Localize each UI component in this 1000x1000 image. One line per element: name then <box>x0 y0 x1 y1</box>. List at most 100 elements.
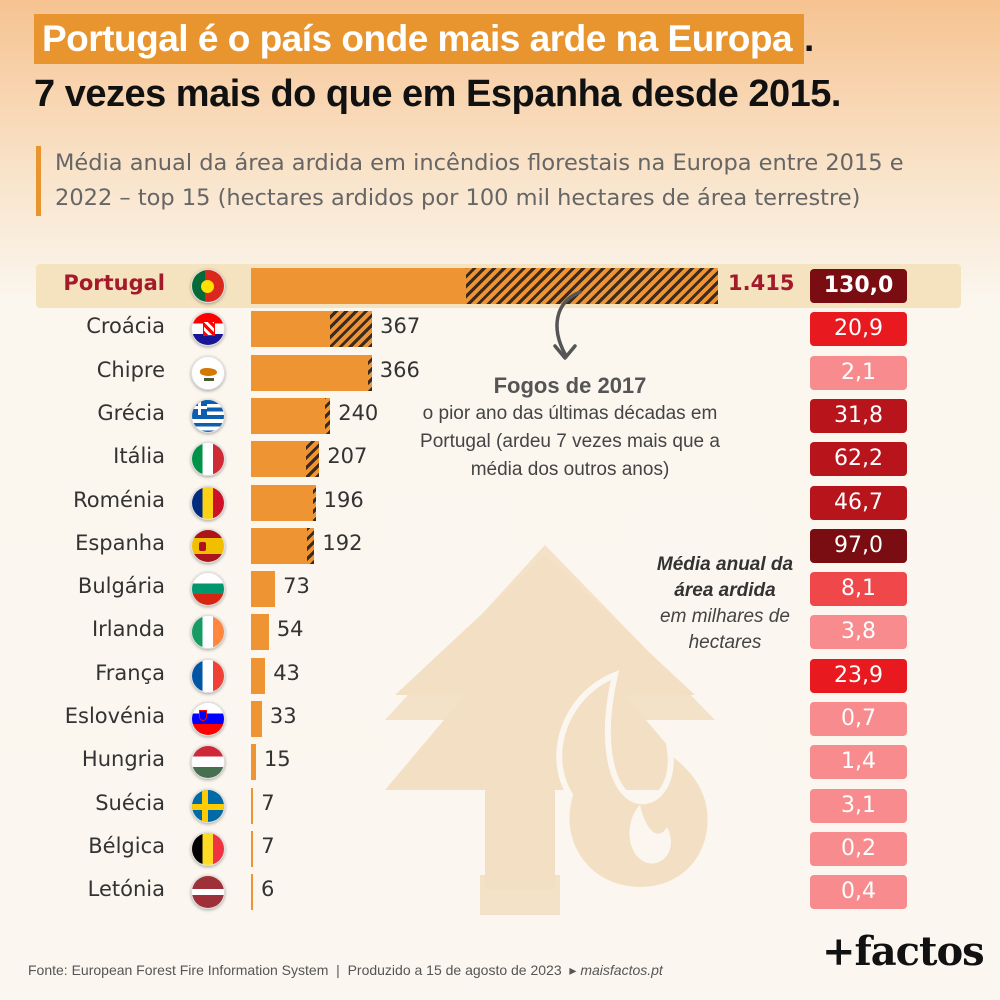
country-label: Croácia <box>86 314 165 339</box>
brand-logo: +factos <box>822 928 985 975</box>
bar <box>251 657 266 694</box>
bar-2017-segment <box>305 441 320 478</box>
flag-bulgaria-icon <box>191 572 225 607</box>
bar <box>251 311 373 348</box>
area-badge: 62,2 <box>810 442 907 477</box>
country-label: Eslovénia <box>64 704 165 728</box>
area-badge: 31,8 <box>810 398 907 433</box>
footer: Fonte: European Forest Fire Information … <box>28 962 663 978</box>
bar <box>251 397 331 434</box>
bar <box>251 441 320 478</box>
bar-2017-segment <box>465 268 718 304</box>
area-badge: 23,9 <box>810 658 907 693</box>
tree-fire-icon <box>385 545 715 915</box>
title-block: Portugal é o país onde mais arde na Euro… <box>34 14 974 120</box>
flag-sweden-icon <box>191 788 225 823</box>
chart-row-14: Letónia 6 0,4 <box>0 871 1000 914</box>
bar-value-label: 192 <box>322 530 363 555</box>
country-label: Bulgária <box>77 574 165 599</box>
bar-value-label: 366 <box>379 357 420 382</box>
flag-latvia-icon <box>191 875 225 910</box>
chart-row-6: Espanha 192 97,0 <box>0 525 1000 568</box>
flag-cyprus-icon <box>191 355 225 390</box>
bar-value-label: 33 <box>269 704 297 728</box>
chart-row-8: Irlanda 54 3,8 <box>0 611 1000 654</box>
subtitle: Média anual da área ardida em incêndios … <box>36 146 956 216</box>
area-badge: 8,1 <box>810 572 907 607</box>
footer-site: maisfactos.pt <box>580 962 663 978</box>
title-line-1: Portugal é o país onde mais arde na Euro… <box>34 14 805 64</box>
area-badge: 20,9 <box>810 312 907 347</box>
area-badge: 130,0 <box>810 269 907 303</box>
bar-value-label: 54 <box>276 617 304 642</box>
chart-row-10: Eslovénia 33 0,7 <box>0 698 1000 741</box>
country-label: Grécia <box>97 400 165 425</box>
bar-value-label: 1.415 <box>728 271 795 295</box>
chart-row-5: Roménia 196 46,7 <box>0 482 1000 525</box>
flag-belgium-icon <box>191 831 225 866</box>
flag-croatia-icon <box>191 312 225 347</box>
bar-value-label: 196 <box>323 487 364 512</box>
bar <box>251 744 256 781</box>
bar-2017-segment <box>329 311 373 348</box>
annotation-head: Fogos de 2017 <box>493 373 647 398</box>
flag-romania-icon <box>191 485 225 520</box>
chart-row-11: Hungria 15 1,4 <box>0 741 1000 784</box>
annotation-body: o pior ano das últimas décadas em Portug… <box>420 403 720 480</box>
area-badge: 0,7 <box>810 702 907 736</box>
area-legend-note: Média anual da área ardida em milhares d… <box>640 552 810 656</box>
area-badge: 0,4 <box>810 875 907 910</box>
chart-row-12: Suécia 7 3,1 <box>0 785 1000 828</box>
area-badge: 0,2 <box>810 831 907 866</box>
country-label: Suécia <box>95 790 165 815</box>
flag-slovenia-icon <box>191 702 225 736</box>
area-legend-bold: Média anual da área ardida <box>656 554 794 601</box>
bar-2017-segment <box>312 484 316 521</box>
bar <box>251 527 315 564</box>
title-line-2: 7 vezes mais do que em Espanha desde 201… <box>34 73 841 115</box>
bar-2017-segment <box>306 527 315 564</box>
area-badge: 3,1 <box>810 788 907 823</box>
country-label: Espanha <box>75 530 165 555</box>
bar-value-label: 207 <box>327 444 368 469</box>
area-badge: 2,1 <box>810 355 907 390</box>
country-label: Chipre <box>96 357 165 382</box>
bar-value-label: 15 <box>263 747 291 772</box>
flag-greece-icon <box>191 398 225 433</box>
flag-portugal-icon <box>191 269 225 303</box>
country-label: Letónia <box>87 877 165 902</box>
flag-spain-icon <box>191 528 225 563</box>
area-badge: 46,7 <box>810 485 907 520</box>
country-label: Roménia <box>73 487 165 512</box>
bar-value-label: 6 <box>261 877 275 902</box>
bar-value-label: 73 <box>283 574 310 599</box>
bar-value-label: 7 <box>261 790 275 815</box>
annotation-2017: Fogos de 2017 o pior ano das últimas déc… <box>420 372 720 484</box>
flag-ireland-icon <box>191 615 225 650</box>
area-badge: 3,8 <box>810 615 907 650</box>
chart-row-2: Chipre 366 2,1 <box>0 352 1000 395</box>
bar-value-label: 240 <box>338 400 379 425</box>
curved-arrow-icon <box>553 290 582 360</box>
chart-row-4: Itália 207 62,2 <box>0 438 1000 481</box>
area-badge: 1,4 <box>810 745 907 780</box>
bar <box>251 614 269 651</box>
footer-produced: Produzido a 15 de agosto de 2023 <box>347 962 562 978</box>
bar-value-label: 7 <box>261 833 275 858</box>
area-badge: 97,0 <box>810 528 907 563</box>
country-label: França <box>95 660 165 685</box>
bar <box>251 571 276 608</box>
chart-row-9: França 43 23,9 <box>0 655 1000 698</box>
bar <box>251 830 254 867</box>
chart-row-3: Grécia 240 31,8 <box>0 395 1000 438</box>
footer-source: Fonte: European Forest Fire Information … <box>28 962 329 978</box>
country-label: Itália <box>113 444 165 469</box>
flag-france-icon <box>191 658 225 693</box>
flag-hungary-icon <box>191 745 225 780</box>
chart-row-0: Portugal 1.415 130,0 <box>0 265 1000 308</box>
bar <box>251 701 262 737</box>
chart-row-13: Bélgica 7 0,2 <box>0 828 1000 871</box>
country-label: Portugal <box>63 271 165 295</box>
bar <box>251 484 316 521</box>
bar-value-label: 43 <box>273 660 300 685</box>
